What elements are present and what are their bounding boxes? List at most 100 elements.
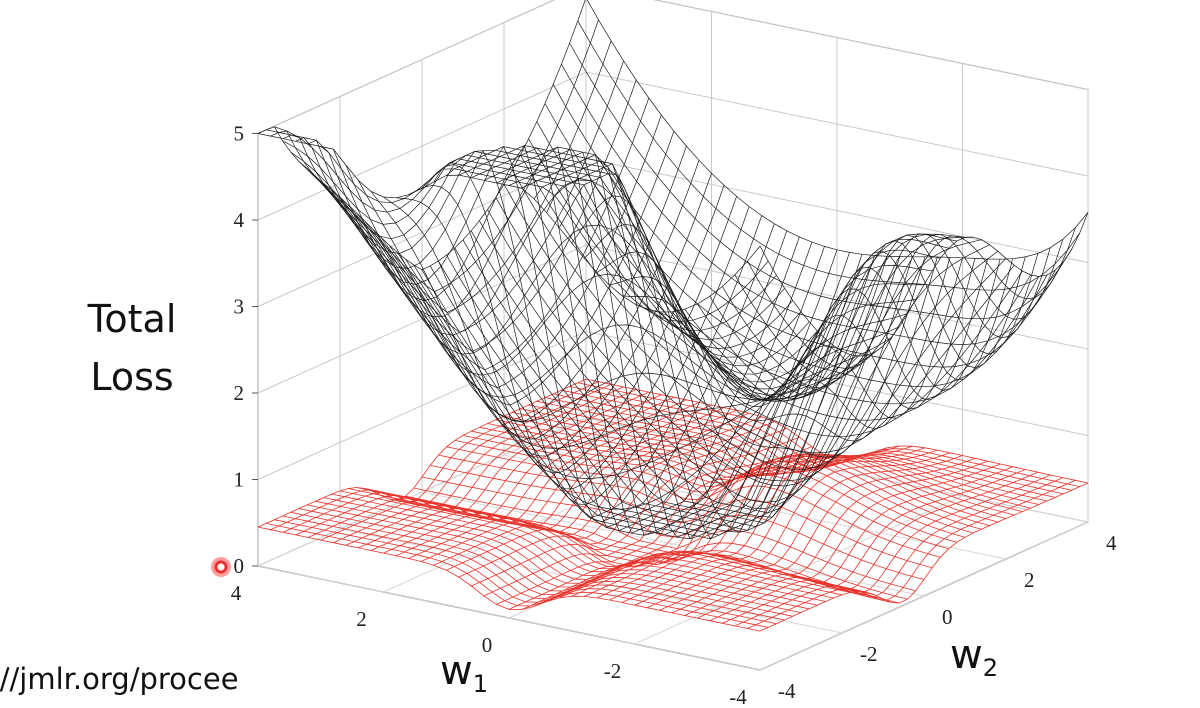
gridline: [585, 417, 1089, 523]
black-surface-line: [372, 228, 876, 422]
z-axis-ticks: 0 1 2 3 4 5: [234, 122, 258, 578]
black-surface-line: [747, 227, 1076, 369]
gridline: [257, 0, 1089, 134]
red-surface-line: [339, 490, 843, 596]
black-loss-surface: [257, 0, 1089, 540]
red-surface-line: [454, 440, 957, 543]
black-surface-line: [586, 0, 1089, 260]
w2-axis-label: w2: [950, 632, 998, 682]
red-surface-line: [274, 519, 777, 625]
red-surface-line: [544, 397, 1048, 502]
w1-tick-label: 2: [356, 607, 367, 631]
black-surface-line: [446, 239, 949, 531]
black-surface-line: [454, 233, 957, 527]
z-tick-label: 0: [234, 554, 245, 578]
z-axis-label-line1: Total: [87, 297, 177, 341]
red-surface-line: [585, 378, 1089, 484]
black-surface-line: [323, 145, 826, 383]
w2-axis-label-sub: 2: [982, 654, 998, 682]
gridline: [257, 244, 1089, 394]
black-surface-line: [569, 42, 1072, 320]
w1-axis-ticks: 4 2 0 -2 -4: [231, 581, 747, 708]
red-surface-line: [290, 511, 793, 617]
red-surface-line: [413, 487, 916, 592]
red-surface-line: [257, 526, 761, 632]
w1-tick-label: 4: [231, 581, 242, 605]
source-url-text[interactable]: ://jmlr.org/procee: [0, 662, 239, 696]
red-surface-line: [430, 465, 933, 569]
red-surface-line: [536, 400, 1039, 505]
red-surface-line: [446, 446, 949, 550]
black-surface-line: [282, 140, 785, 341]
black-surface-line: [315, 146, 818, 375]
w2-axis-label-base: w: [950, 632, 983, 678]
z-tick-label: 2: [234, 381, 245, 405]
black-surface-line: [511, 169, 1015, 454]
red-surface-line: [282, 515, 785, 621]
gridline: [421, 491, 925, 597]
z-tick-label: 3: [234, 295, 245, 319]
black-surface-line: [544, 103, 1048, 388]
black-surface-line: [609, 256, 938, 442]
black-surface-line: [429, 265, 933, 536]
black-surface-line: [561, 64, 1064, 345]
black-surface-line: [438, 249, 941, 533]
black-surface-line: [528, 138, 1031, 421]
z-tick-label: 5: [234, 122, 245, 146]
black-surface-line: [405, 258, 908, 536]
black-surface-line: [462, 233, 966, 524]
black-surface-line: [446, 146, 775, 523]
w2-tick-label: 4: [1106, 531, 1117, 555]
red-surface-line: [323, 497, 826, 602]
black-surface-line: [487, 209, 990, 503]
w2-tick-label: -4: [778, 679, 796, 703]
black-surface-line: [339, 179, 843, 396]
black-surface-line: [503, 184, 1007, 470]
red-surface-line: [397, 499, 900, 604]
gridline: [503, 454, 1007, 560]
black-surface-line: [290, 151, 794, 349]
black-surface-line: [306, 149, 810, 367]
red-surface-line: [577, 382, 1080, 487]
z-axis-label-line2: Loss: [90, 355, 174, 399]
z-tick-label: 1: [234, 468, 245, 492]
black-surface-line: [274, 126, 777, 331]
black-surface-line: [257, 133, 761, 313]
black-surface-line: [388, 244, 892, 479]
black-surface-line: [520, 154, 1023, 437]
red-surface-line: [389, 498, 892, 603]
black-surface-line: [479, 220, 982, 514]
red-surface-line: [331, 493, 834, 599]
z-tick-label: 4: [234, 208, 245, 232]
cursor-highlight-icon: [211, 557, 231, 577]
gridline: [257, 71, 1089, 221]
w2-tick-label: 2: [1024, 568, 1035, 592]
black-surface-line: [320, 97, 650, 371]
w2-tick-label: 0: [942, 605, 953, 629]
w1-tick-label: -4: [729, 685, 747, 708]
black-surface-line: [413, 264, 916, 540]
black-surface-line: [397, 252, 900, 510]
w1-tick-label: 0: [482, 633, 493, 657]
red-surface-line: [405, 495, 908, 600]
black-surface-line: [577, 20, 1081, 291]
z-axis-label: Total Loss: [72, 290, 192, 406]
black-surface-line: [331, 146, 835, 390]
red-surface-line: [298, 508, 802, 613]
black-surface-line: [697, 240, 1026, 400]
gridline: [257, 157, 1089, 307]
black-surface-line: [552, 84, 1056, 368]
red-surface-line: [266, 523, 769, 628]
red-surface-line: [462, 435, 966, 538]
black-surface-line: [421, 269, 924, 540]
black-surface-line: [495, 197, 999, 487]
red-surface-line: [421, 476, 925, 580]
red-loss-surface: [257, 378, 1089, 632]
black-surface-line: [734, 233, 1064, 380]
w1-axis-label-base: w: [440, 648, 473, 694]
black-surface-line: [266, 129, 769, 322]
w2-tick-label: -2: [860, 642, 878, 666]
red-surface-line: [520, 408, 1023, 512]
black-surface-line: [470, 230, 974, 518]
